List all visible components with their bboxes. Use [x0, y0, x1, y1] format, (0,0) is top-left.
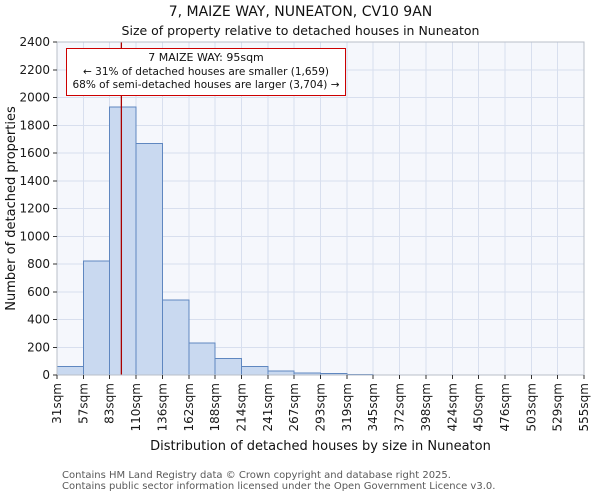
x-tick-label: 503sqm: [524, 383, 538, 431]
x-tick-label: 188sqm: [208, 383, 222, 431]
footer-copyright-hm-land-registry: Contains HM Land Registry data © Crown c…: [62, 470, 451, 481]
histogram-bar: [214, 357, 242, 376]
y-axis-label: Number of detached properties: [4, 106, 19, 311]
annotation-smaller-stat: ← 31% of detached houses are smaller (1,…: [83, 65, 329, 78]
x-tick-label: 136sqm: [155, 383, 169, 431]
x-tick-label: 31sqm: [50, 383, 64, 424]
x-tick-label: 450sqm: [472, 383, 486, 431]
x-tick-label: 214sqm: [234, 383, 248, 431]
annotation-larger-stat: 68% of semi-detached houses are larger (…: [72, 79, 340, 92]
y-tick-label: 2200: [19, 63, 50, 77]
x-tick-label: 555sqm: [577, 383, 591, 431]
x-tick-label: 110sqm: [129, 383, 143, 431]
x-tick-label: 476sqm: [498, 383, 512, 431]
histogram-bar: [109, 106, 137, 376]
histogram-bar: [56, 366, 84, 376]
histogram-bar: [188, 342, 216, 376]
y-tick-label: 2000: [19, 91, 50, 105]
x-tick-label: 319sqm: [340, 383, 354, 431]
histogram-bar: [161, 299, 190, 376]
y-tick-label: 400: [27, 313, 50, 327]
y-tick-label: 0: [42, 368, 50, 382]
annotation-property-size: 7 MAIZE WAY: 95sqm: [148, 51, 264, 64]
y-tick-label: 200: [27, 340, 50, 354]
y-tick-label: 1000: [19, 229, 50, 243]
x-tick-label: 241sqm: [261, 383, 275, 431]
x-axis-label: Distribution of detached houses by size …: [150, 439, 491, 454]
x-tick-label: 424sqm: [445, 383, 459, 431]
y-tick-label: 2400: [19, 35, 50, 49]
x-tick-label: 529sqm: [551, 383, 565, 431]
y-tick-label: 1200: [19, 202, 50, 216]
histogram-bar: [267, 370, 295, 376]
x-tick-label: 398sqm: [419, 383, 433, 431]
y-tick-label: 600: [27, 285, 50, 299]
x-tick-label: 372sqm: [393, 383, 407, 431]
histogram-bar: [240, 366, 269, 376]
footer-open-government-licence: Contains public sector information licen…: [62, 481, 496, 492]
x-tick-label: 345sqm: [366, 383, 380, 431]
x-tick-label: 267sqm: [287, 383, 301, 431]
histogram-bar: [82, 260, 111, 376]
x-tick-label: 83sqm: [103, 383, 117, 424]
x-tick-label: 162sqm: [182, 383, 196, 431]
x-tick-label: 57sqm: [76, 383, 90, 424]
histogram-bar: [135, 142, 163, 376]
x-tick-label: 293sqm: [314, 383, 328, 431]
chart-title: 7, MAIZE WAY, NUNEATON, CV10 9AN: [168, 4, 433, 20]
y-tick-label: 800: [27, 257, 50, 271]
y-tick-label: 1800: [19, 118, 50, 132]
chart-subtitle: Size of property relative to detached ho…: [121, 23, 480, 38]
y-tick-label: 1400: [19, 174, 50, 188]
y-tick-label: 1600: [19, 146, 50, 160]
marker-annotation-box: 7 MAIZE WAY: 95sqm ← 31% of detached hou…: [66, 48, 346, 97]
